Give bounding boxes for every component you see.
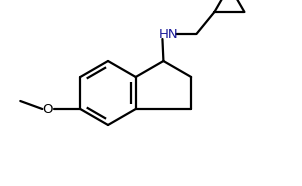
Text: HN: HN: [159, 28, 178, 41]
Text: O: O: [42, 102, 53, 116]
